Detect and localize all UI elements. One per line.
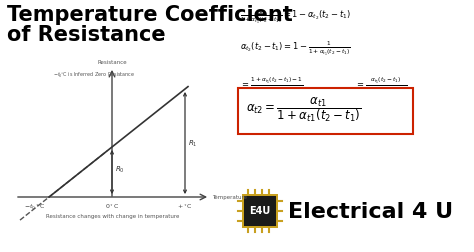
Text: $= \frac{\alpha_{t_1}(t_2-t_1)}{1+\alpha_{t_1}(t_2-t_1)}$: $= \frac{\alpha_{t_1}(t_2-t_1)}{1+\alpha…: [355, 75, 408, 94]
Text: $-t_0$$^\circ$C: $-t_0$$^\circ$C: [24, 201, 46, 211]
Text: $R_0$: $R_0$: [115, 164, 125, 174]
Text: Temperature: Temperature: [212, 195, 247, 200]
Text: $R_1$: $R_1$: [188, 138, 198, 148]
Text: of Resistance: of Resistance: [7, 25, 165, 45]
Bar: [238, 89, 413, 135]
Text: $= \frac{1+\alpha_{t_1}(t_2-t_1)-1}{1+\alpha_{t_1}(t_2-t_1)}$: $= \frac{1+\alpha_{t_1}(t_2-t_1)-1}{1+\a…: [240, 75, 304, 94]
Text: E4U: E4U: [249, 205, 271, 215]
Bar: [242, 194, 278, 228]
Text: Temperature Coefficient: Temperature Coefficient: [7, 5, 293, 25]
Text: $- t_0^\circ$C is Inferred Zero Resistance: $- t_0^\circ$C is Inferred Zero Resistan…: [53, 70, 136, 79]
Text: Resistance: Resistance: [97, 60, 127, 65]
Text: $\alpha_{t_2}(t_2-t_1) = 1 - \frac{1}{1+\alpha_{t_1}(t_2-t_1)}$: $\alpha_{t_2}(t_2-t_1) = 1 - \frac{1}{1+…: [240, 40, 351, 58]
Text: +$^\circ$C: +$^\circ$C: [177, 201, 193, 210]
Text: Electrical 4 U: Electrical 4 U: [288, 201, 453, 221]
Text: 0$^\circ$C: 0$^\circ$C: [105, 201, 119, 210]
Bar: [244, 196, 276, 226]
Text: $\frac{1}{1+\alpha_{t_1}(t_2-t_1)} = 1 - \alpha_{t_2}(t_2-t_1)$: $\frac{1}{1+\alpha_{t_1}(t_2-t_1)} = 1 -…: [240, 8, 351, 26]
Text: $\alpha_{t2} = \dfrac{\alpha_{t1}}{1+\alpha_{t1}(t_2-t_1)}$: $\alpha_{t2} = \dfrac{\alpha_{t1}}{1+\al…: [246, 94, 361, 123]
Text: Resistance changes with change in temperature: Resistance changes with change in temper…: [46, 213, 179, 218]
